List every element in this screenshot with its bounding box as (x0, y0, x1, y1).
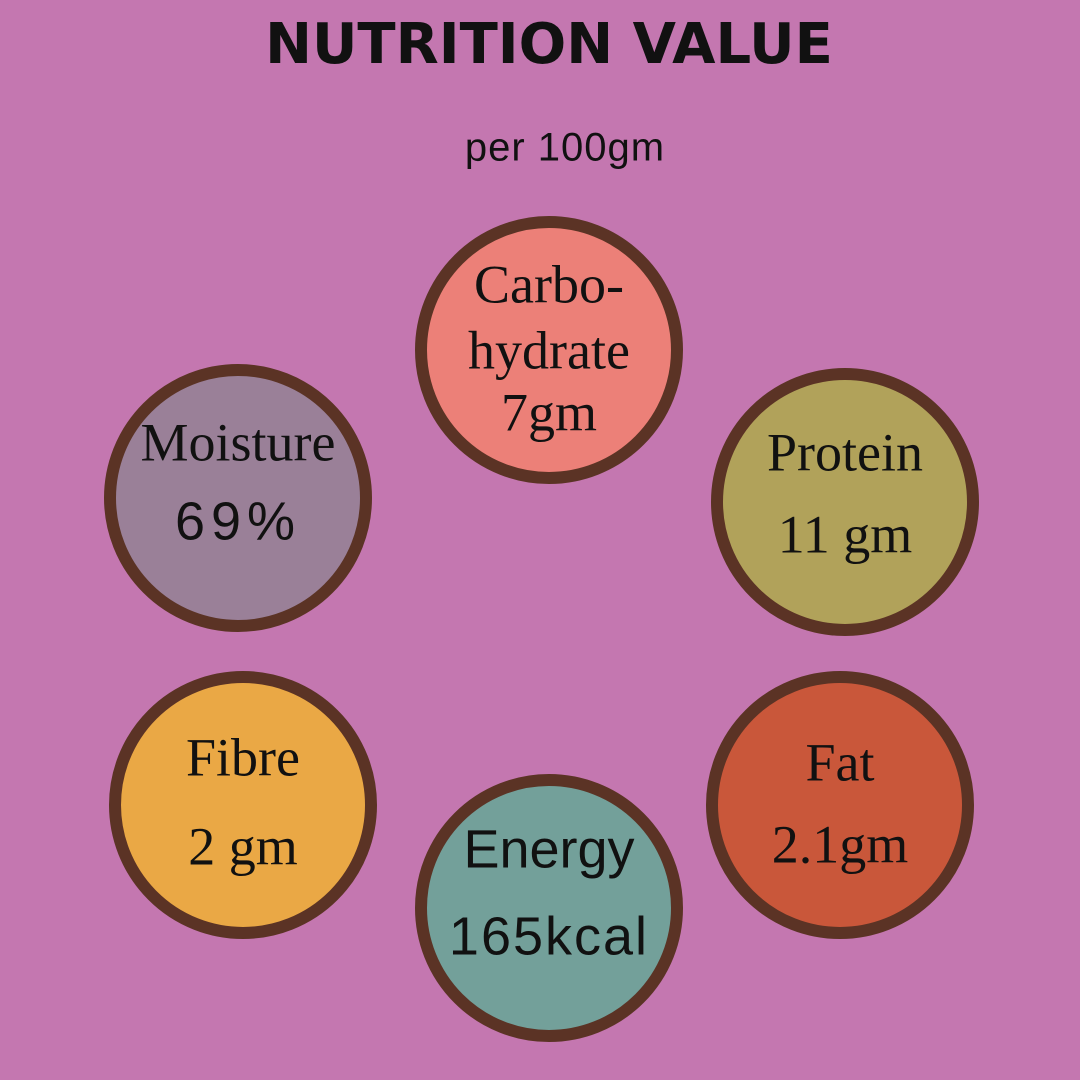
nutrient-circle (415, 216, 683, 484)
nutrient-value: 2.1gm (772, 814, 909, 874)
nutrient-label: Protein (767, 422, 923, 482)
nutrient-circle (706, 671, 974, 939)
nutrient-label: hydrate (468, 320, 630, 380)
nutrient-label: Moisture (141, 412, 336, 472)
nutrient-circle (711, 368, 979, 636)
nutrient-value: 11 gm (778, 504, 913, 564)
subtitle: per 100gm (465, 126, 665, 170)
nutrient-value: 69% (175, 491, 301, 551)
nutrient-value: 2 gm (188, 816, 298, 876)
nutrient-label: Fibre (186, 727, 300, 787)
title: NUTRITION VALUE (265, 12, 833, 77)
nutrient-circle (109, 671, 377, 939)
nutrient-value: 7gm (501, 382, 597, 442)
nutrient-label: Energy (463, 819, 634, 879)
nutrient-label: Carbo- (474, 254, 624, 314)
nutrient-circle (104, 364, 372, 632)
nutrient-value: 165kcal (449, 906, 649, 966)
nutrient-label: Fat (805, 732, 874, 792)
nutrient-circle (415, 774, 683, 1042)
